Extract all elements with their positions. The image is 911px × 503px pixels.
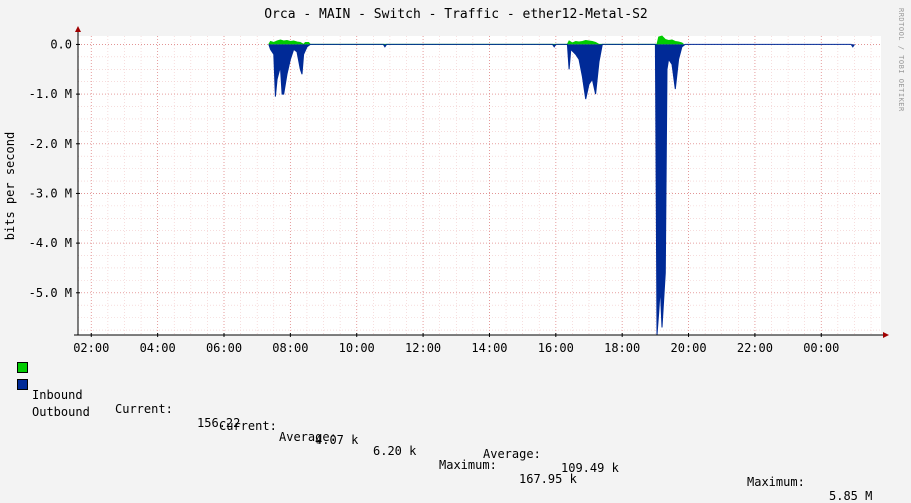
legend-inbound-average-value: 6.20 k xyxy=(373,444,417,458)
chart-title: Orca - MAIN - Switch - Traffic - ether12… xyxy=(264,7,648,22)
series-area-inbound xyxy=(268,35,684,46)
y-tick-label: -4.0 M xyxy=(29,236,72,250)
legend-outbound: Outbound Current: 4.07 k Average: 109.49… xyxy=(17,377,872,503)
axes xyxy=(74,26,889,338)
x-axis-arrow xyxy=(883,332,889,338)
y-axis-label: bits per second xyxy=(3,132,17,240)
x-tick-label: 04:00 xyxy=(140,341,176,355)
legend-outbound-maximum-value: 5.85 M xyxy=(829,489,873,503)
legend-outbound-current-label: Current: xyxy=(219,419,277,433)
traffic-chart: 02:00 04:00 06:00 08:00 10:00 12:00 14:00 16:00… xyxy=(3,7,905,355)
legend-outbound-name: Outbound xyxy=(32,405,90,419)
side-label: RRDTOOL / TOBI OETIKER xyxy=(897,8,905,112)
legend-outbound-swatch xyxy=(17,379,28,390)
legend-outbound-maximum-label: Maximum: xyxy=(747,475,805,489)
x-tick-label: 06:00 xyxy=(206,341,242,355)
y-tick-label: -3.0 M xyxy=(29,186,72,200)
x-tick-label: 20:00 xyxy=(670,341,706,355)
y-tick-label: -2.0 M xyxy=(29,137,72,151)
legend-outbound-average-value: 109.49 k xyxy=(561,461,619,475)
y-axis-arrow xyxy=(75,26,81,32)
x-tick-label: 00:00 xyxy=(803,341,839,355)
x-tick-label: 02:00 xyxy=(73,341,109,355)
x-tick-label: 10:00 xyxy=(339,341,375,355)
y-tick-label: -1.0 M xyxy=(29,87,72,101)
x-tick-label: 12:00 xyxy=(405,341,441,355)
y-tick-label: 0.0 xyxy=(50,37,72,51)
legend-inbound-name: Inbound xyxy=(32,388,83,402)
y-tick-labels: 0.0 -1.0 M -2.0 M -3.0 M -4.0 M -5.0 M xyxy=(29,37,72,299)
x-tick-label: 22:00 xyxy=(737,341,773,355)
grid-lines xyxy=(78,36,881,335)
plot-background xyxy=(78,36,881,335)
y-tick-label: -5.0 M xyxy=(29,286,72,300)
x-tick-labels: 02:00 04:00 06:00 08:00 10:00 12:00 14:00 16:00… xyxy=(73,341,839,355)
legend-inbound-swatch xyxy=(17,362,28,373)
x-tick-label: 16:00 xyxy=(538,341,574,355)
legend-outbound-current-value: 4.07 k xyxy=(315,433,359,447)
data-areas xyxy=(268,35,855,336)
legend-inbound-current-label: Current: xyxy=(115,402,173,416)
series-area-outbound xyxy=(268,43,855,336)
x-tick-label: 14:00 xyxy=(471,341,507,355)
legend-inbound: Inbound Current: 156.22 Average: 6.20 k … xyxy=(17,360,577,486)
x-tick-label: 18:00 xyxy=(604,341,640,355)
legend-outbound-average-label: Average: xyxy=(483,447,541,461)
x-tick-label: 08:00 xyxy=(272,341,308,355)
